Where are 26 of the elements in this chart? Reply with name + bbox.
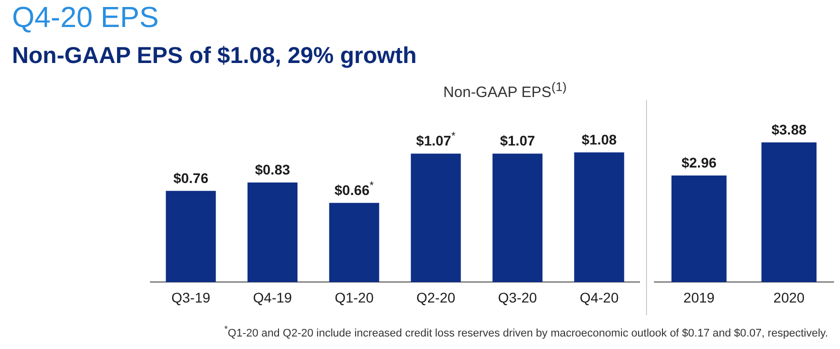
x-tick-label: Q1-20: [334, 289, 374, 306]
bar: [410, 154, 461, 282]
x-tick-label: 2019: [683, 289, 715, 306]
text: Non-GAAP EPS$^{(1)}$: [442, 80, 568, 101]
data-label: $0.66*: [334, 180, 375, 198]
chart-title: Q4-20 EPS: [12, 2, 159, 35]
x-tick-label: Q4-20: [580, 289, 619, 306]
x-tick-label: Q2-20: [416, 289, 456, 306]
bar: [329, 202, 380, 282]
bar: [166, 190, 216, 282]
bar: [492, 154, 542, 282]
x-tick-label: Q3-20: [498, 289, 538, 306]
data-label: $2.96: [681, 154, 717, 170]
data-label: $0.83: [254, 161, 290, 178]
x-tick-label: 2020: [773, 289, 805, 306]
x-tick-label: Q3-19: [171, 289, 210, 306]
data-label: $1.07: [500, 132, 536, 149]
x-tick-label: Q4-19: [253, 289, 292, 306]
data-label: $0.76: [173, 170, 209, 186]
text: $^{*}$Q1-20 and Q2-20 include increased credit loss reserves driven by macroeconomic outlook of $0.17 and $0.07, respectively.: [224, 324, 828, 340]
bar: [574, 152, 624, 282]
data-label: $3.88: [771, 121, 807, 138]
bar: [248, 182, 298, 282]
data-label: $1.07*: [416, 130, 456, 149]
data-label: $1.08: [582, 131, 617, 148]
chart-subtitle: Non-GAAP EPS of $1.08, 29% growth: [12, 42, 417, 69]
